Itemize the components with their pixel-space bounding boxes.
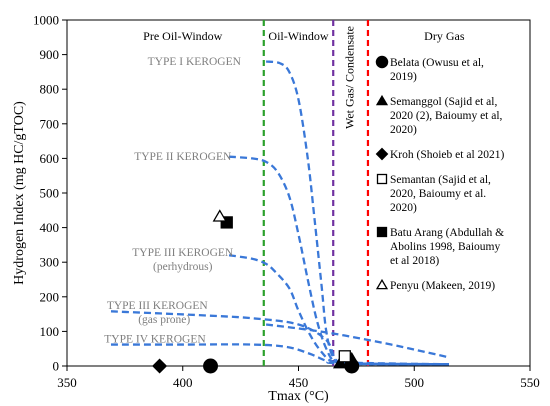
data-point [220,216,233,229]
axes: 0 100 200 300 400 500 600 700 800 900 1000 350 400 45… [12,13,540,405]
legend-entry-text: 2020) [390,202,417,214]
y-tick-label: 1000 [33,13,59,28]
maturity-boundaries [262,20,370,366]
data-point [338,350,351,363]
legend-marker [376,173,388,185]
y-tick-label: 400 [40,220,60,235]
y-tick-label: 900 [40,47,60,62]
legend-entry-text: et al 2018) [390,255,439,267]
data-point [203,358,218,374]
y-tick-label: 700 [40,116,60,131]
kerogen-label: TYPE I KEROGEN [148,56,242,68]
kerogen-label: TYPE III KEROGEN [132,247,234,259]
y-tick-label: 500 [40,186,60,201]
data-point [332,355,348,369]
zone-label: Wet Gas/ Condensate [342,26,356,129]
y-tick-label: 0 [53,359,60,374]
x-tick-label: 400 [173,375,193,390]
zone-label: Oil-Window [268,29,329,43]
kerogen-label: TYPE IV KEROGEN [104,333,206,345]
legend-entry-text: Kroh (Shoieb et al 2021) [390,149,505,161]
legend-marker [375,94,389,106]
kerogen-sublabel: (gas prone) [138,314,190,326]
legend-marker [375,278,389,290]
legend-entry-text: 2020, Baioumy et al. [390,188,486,200]
legend-marker [375,55,389,69]
x-tick-label: 550 [520,375,540,390]
x-tick-label: 450 [289,375,309,390]
legend-entry-text: 2019) [390,71,417,83]
y-tick-label: 800 [40,82,60,97]
chart-labels: Pre Oil-Window Oil-Window Wet Gas/ Condens… [104,26,465,345]
zone-label: Dry Gas [424,29,465,43]
y-tick-label: 300 [40,255,60,270]
legend-entry-text: 2020) [390,124,417,136]
data-point [152,358,168,374]
kerogen-curve [228,254,449,366]
legend: Belata (Owusu et al, 2019) Semanggol (Saji… [375,55,505,292]
y-tick-label: 200 [40,289,60,304]
legend-entry-text: Penyu (Makeen, 2019) [390,280,495,292]
legend-entry-text: 2020 (2), Baioumy et al, [390,110,503,122]
zone-label: Pre Oil-Window [143,29,223,43]
data-points [152,209,360,374]
x-tick-label: 500 [405,375,425,390]
kerogen-sublabel: (perhydrous) [153,261,213,273]
legend-marker [376,226,388,238]
y-tick-label: 100 [40,324,60,339]
legend-entry-text: Abolins 1998, Baioumy [390,241,500,253]
y-tick-label: 600 [40,151,60,166]
kerogen-label: TYPE III KEROGEN [107,300,209,312]
legend-entry-text: Batu Arang (Abdullah & [390,227,504,239]
legend-entry-text: Semantan (Sajid et al, [390,174,491,186]
legend-entry-text: Belata (Owusu et al, [390,57,484,69]
x-tick-label: 350 [57,375,77,390]
y-axis-label: Hydrogen Index (mg HC/gTOC) [12,101,27,285]
data-point [212,209,227,222]
legend-marker [375,147,389,161]
kerogen-label: TYPE II KEROGEN [134,151,232,163]
x-axis-label: Tmax (°C) [268,389,329,404]
legend-entry-text: Semanggol (Sajid et al, [390,96,497,108]
kerogen-curve [265,323,450,359]
